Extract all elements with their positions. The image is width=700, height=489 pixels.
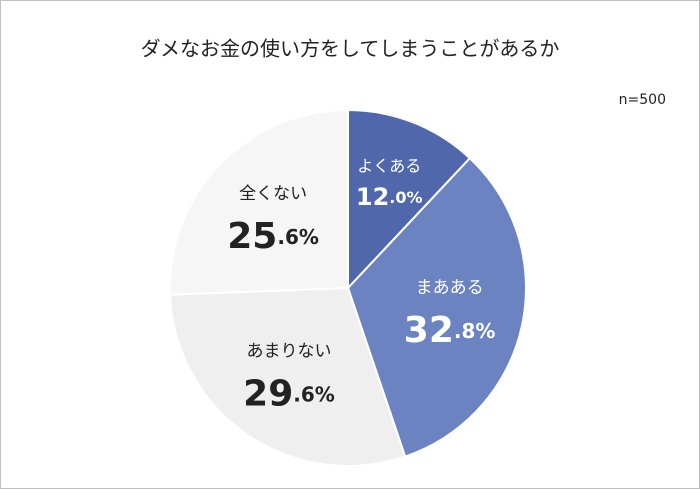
- category-label: よくある: [357, 156, 421, 175]
- pie-slice: [347, 108, 472, 291]
- chart-title: ダメなお金の使い方をしてしまうことがあるか: [141, 37, 560, 61]
- category-label: まあある: [416, 278, 484, 298]
- category-label: あまりない: [247, 342, 332, 362]
- value-label: 29.6%: [243, 374, 335, 415]
- pie-slice: [169, 108, 349, 296]
- value-label: 12.0%: [356, 183, 423, 211]
- sample-size: n=500: [619, 92, 666, 108]
- category-label: 全くない: [239, 184, 307, 204]
- pie-slice: [346, 156, 527, 458]
- value-label: 25.6%: [227, 216, 319, 257]
- value-label: 32.8%: [404, 310, 496, 351]
- pie-slice: [169, 286, 407, 467]
